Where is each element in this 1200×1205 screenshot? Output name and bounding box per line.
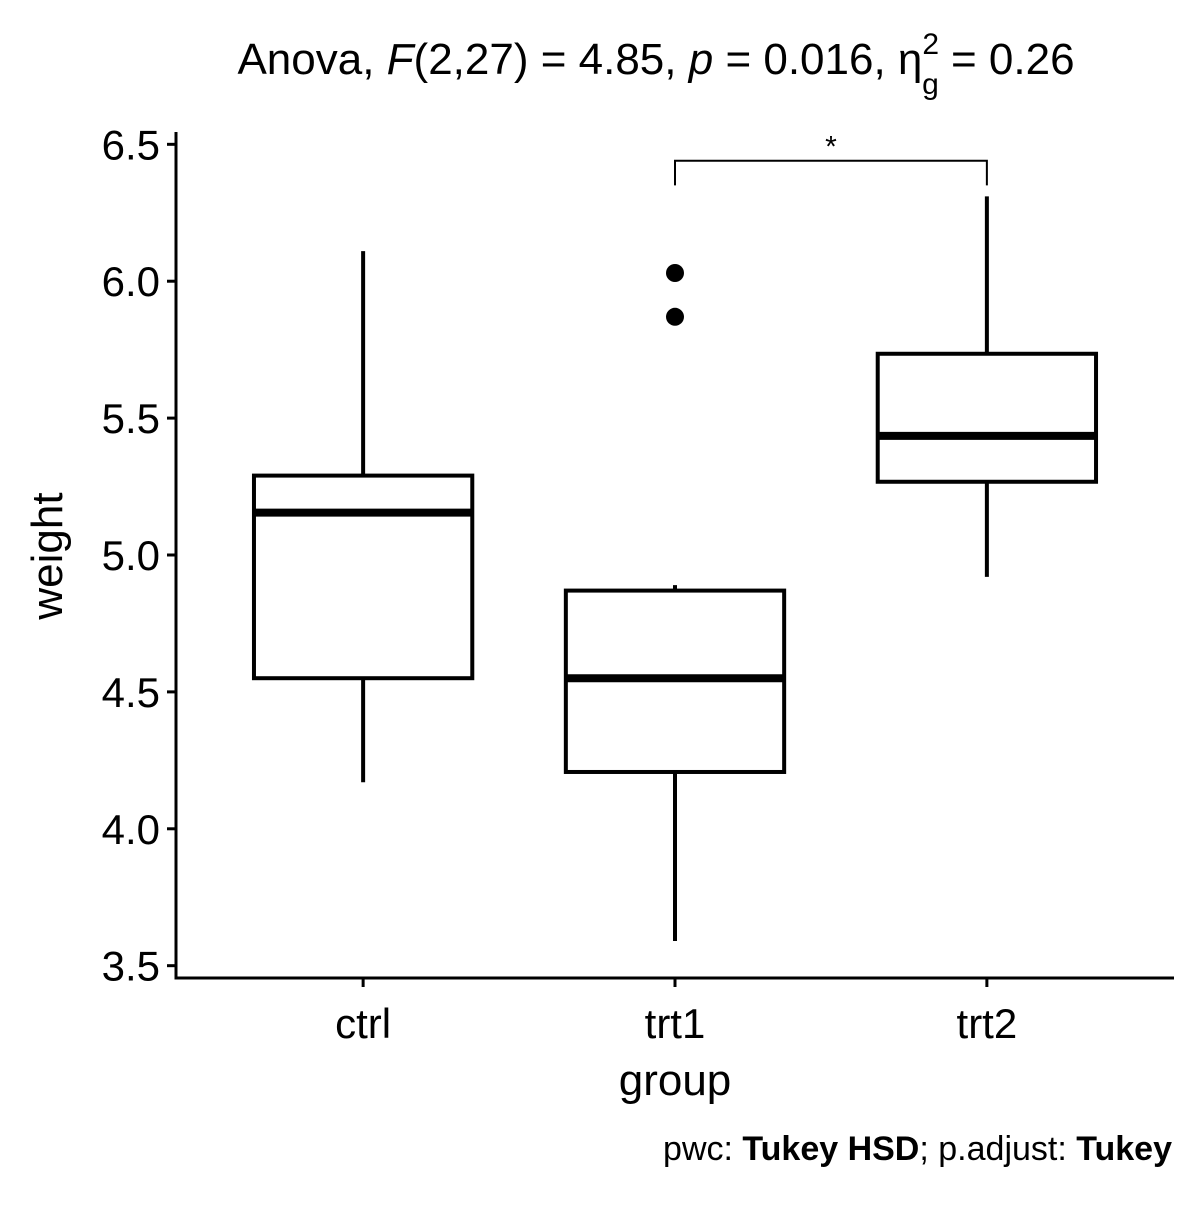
title-f-value: = 4.85,: [529, 35, 689, 84]
x-axis-title: group: [619, 1056, 732, 1105]
box-trt2: [875, 196, 1099, 577]
y-tick-label: 4.5: [102, 669, 160, 716]
title-df: (2,27): [414, 35, 529, 84]
significance-label: *: [825, 131, 837, 164]
caption-adjust-method: Tukey: [1076, 1130, 1172, 1168]
y-tick-label: 5.5: [102, 395, 160, 442]
y-axis-title: weight: [23, 492, 72, 620]
title-eta-symbol: η: [898, 35, 922, 84]
axes-layer: 3.5 4.0 4.5 5.0 5.5 6.0 6.5 ctrl trt1 trt2: [102, 121, 1174, 1047]
y-tick-label: 5.0: [102, 532, 160, 579]
boxes-layer: [251, 196, 1099, 942]
title-eta-value: = 0.26: [939, 35, 1075, 84]
title-f-symbol: F: [387, 35, 416, 84]
y-tick-label: 4.0: [102, 806, 160, 853]
box-iqr-trt2: [875, 351, 1099, 484]
title-p-symbol: p: [687, 35, 713, 84]
caption-pwc-label: pwc:: [663, 1130, 742, 1168]
title-eta-sub: g: [922, 68, 939, 101]
x-tick-label-trt2: trt2: [957, 1000, 1018, 1047]
x-tick-label-ctrl: ctrl: [335, 1000, 391, 1047]
title-eta-sup: 2: [922, 28, 939, 61]
bracket-line: [674, 159, 988, 186]
caption: pwc: Tukey HSD; p.adjust: Tukey: [663, 1130, 1172, 1168]
box-iqr-ctrl: [251, 473, 475, 681]
title-p-value: = 0.016,: [713, 35, 898, 84]
caption-adjust-label: ; p.adjust:: [919, 1130, 1076, 1168]
x-tick-label-trt1: trt1: [645, 1000, 706, 1047]
chart-title: Anova, F(2,27) = 4.85, p = 0.016, η2 g = …: [237, 28, 1074, 101]
box-ctrl: [251, 251, 475, 783]
box-trt1: [563, 264, 787, 942]
y-tick-label: 6.5: [102, 121, 160, 168]
caption-pwc-method: Tukey HSD: [742, 1130, 919, 1168]
y-tick-label: 3.5: [102, 943, 160, 990]
y-tick-label: 6.0: [102, 258, 160, 305]
significance-layer: *: [674, 131, 988, 186]
title-prefix: Anova,: [237, 35, 386, 84]
outlier-point-trt1-2: [666, 307, 684, 326]
outlier-point-trt1-1: [666, 264, 684, 282]
significance-bracket-1: *: [674, 131, 988, 186]
